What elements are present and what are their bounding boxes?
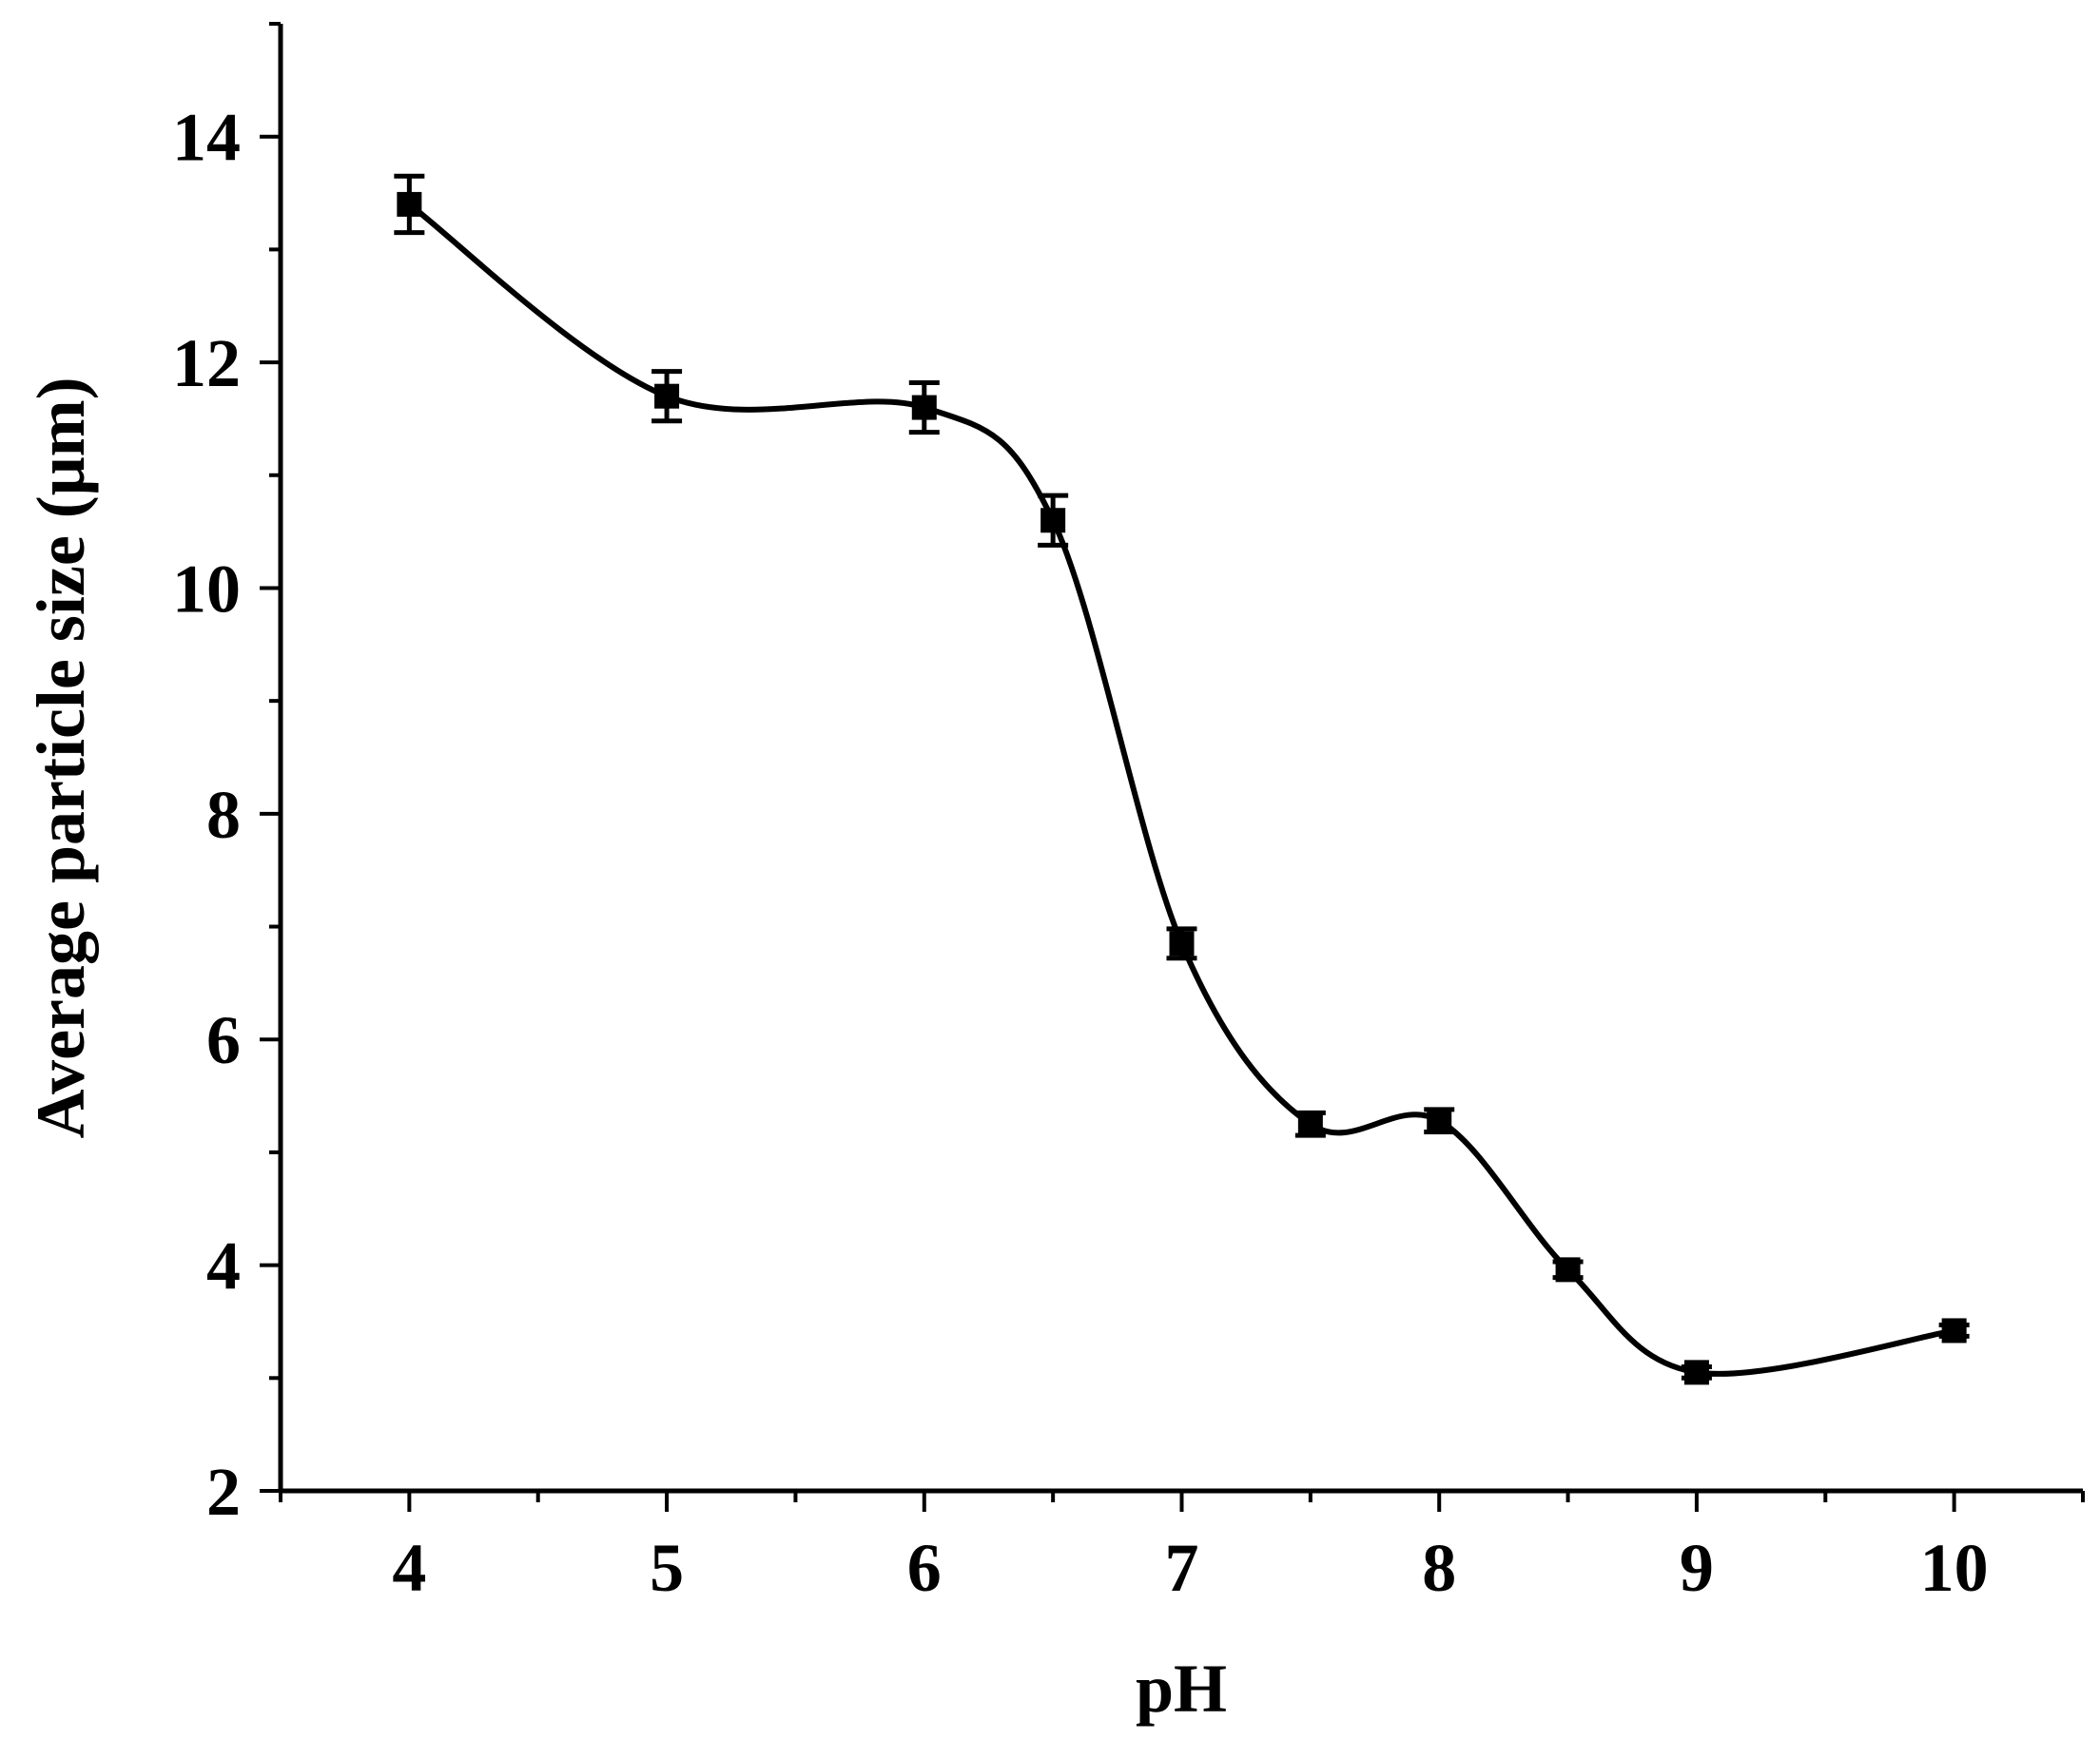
- x-tick-label-4: 4: [392, 1530, 426, 1606]
- x-tick-label-7: 7: [1165, 1530, 1199, 1606]
- x-tick-label-10: 10: [1920, 1530, 1989, 1606]
- axes: [278, 24, 2083, 1494]
- tick-labels: 4 5 6 7 8 9 10 2 4 6 8 10 12 14: [172, 100, 1989, 1606]
- error-bars: [394, 173, 1970, 1381]
- y-tick-label-8: 8: [206, 777, 241, 853]
- data-point-6: [911, 395, 937, 420]
- data-point-4: [397, 191, 422, 217]
- x-tick-label-5: 5: [650, 1530, 684, 1606]
- data-point-6.5: [1040, 508, 1066, 533]
- y-tick-label-14: 14: [172, 100, 241, 176]
- x-axis-title: pH: [1136, 1651, 1227, 1727]
- series-curve: [407, 202, 1955, 1377]
- x-tick-label-8: 8: [1422, 1530, 1456, 1606]
- y-tick-label-12: 12: [172, 325, 241, 401]
- y-tick-label-10: 10: [172, 551, 241, 627]
- x-tick-label-9: 9: [1680, 1530, 1714, 1606]
- y-tick-label-4: 4: [206, 1228, 241, 1305]
- y-tick-label-2: 2: [206, 1454, 241, 1530]
- y-axis-title: Average particle size (μm): [23, 377, 99, 1138]
- y-tick-label-6: 6: [206, 1002, 241, 1078]
- data-point-8: [1427, 1108, 1452, 1133]
- data-point-9: [1683, 1360, 1709, 1385]
- data-point-5: [654, 383, 680, 409]
- ticks: [260, 22, 2085, 1512]
- data-point-7: [1169, 931, 1195, 957]
- x-tick-label-6: 6: [907, 1530, 942, 1606]
- data-point-10: [1941, 1318, 1967, 1344]
- data-point-8.5: [1555, 1257, 1581, 1283]
- data-markers: [397, 191, 1967, 1385]
- data-point-7.5: [1297, 1112, 1323, 1137]
